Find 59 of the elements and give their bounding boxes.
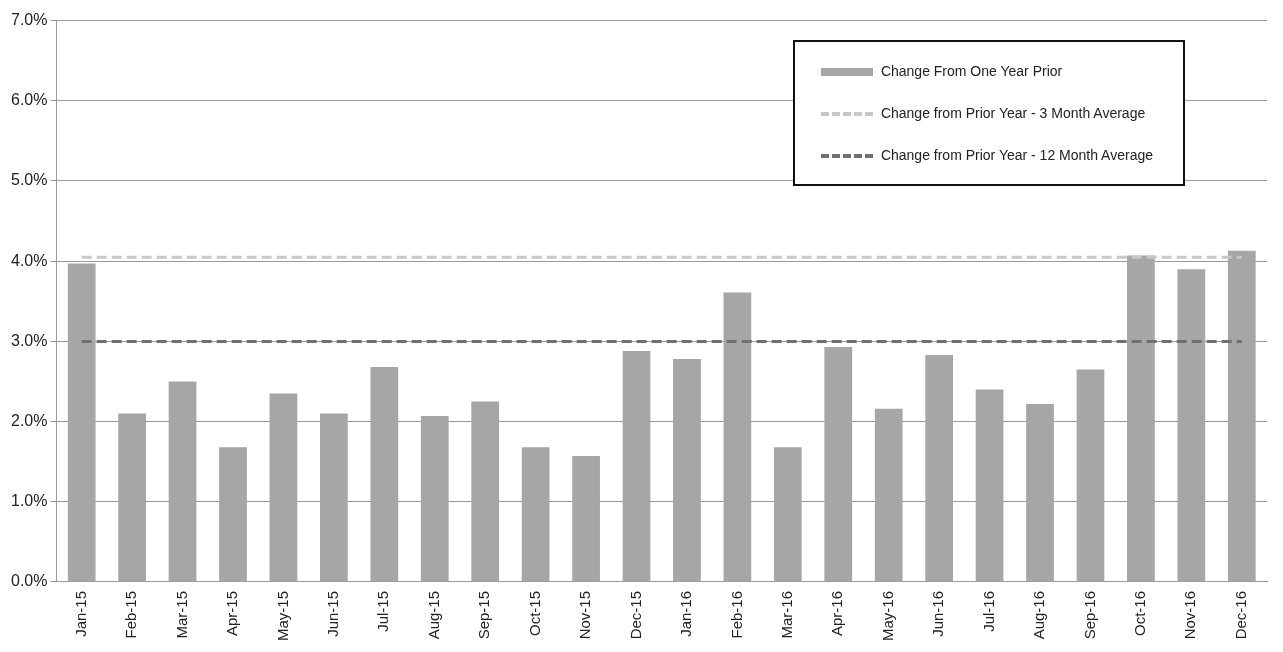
x-tick-label: Jan-16 — [677, 590, 695, 637]
x-tick-label: Apr-16 — [828, 590, 846, 637]
x-tick-label: Apr-15 — [223, 590, 241, 637]
x-tick-label: Jun-16 — [929, 590, 947, 637]
x-tick-label: Mar-15 — [172, 590, 190, 639]
bar — [168, 381, 197, 582]
x-tick-label: Mar-16 — [777, 590, 795, 639]
bar — [1026, 403, 1054, 582]
bar — [572, 456, 600, 582]
x-tick-label: Jul-15 — [374, 590, 392, 632]
x-tick-label: Sep-16 — [1080, 590, 1098, 640]
x-tick-label: Jan-15 — [71, 590, 89, 637]
bar — [773, 447, 802, 582]
bar — [521, 447, 550, 582]
bar — [975, 389, 1004, 582]
bar — [269, 393, 298, 582]
legend-label: Change From One Year Prior — [880, 63, 1063, 79]
bar — [673, 359, 701, 582]
y-tick-label: 7.0% — [11, 11, 48, 29]
bar — [67, 263, 96, 582]
bar — [471, 401, 500, 582]
bar — [219, 447, 247, 582]
x-tick-label: Aug-15 — [424, 590, 442, 640]
x-tick-label: Nov-16 — [1181, 590, 1199, 640]
bar — [1076, 369, 1105, 582]
x-tick-label: Nov-15 — [576, 590, 594, 640]
y-tick-label: 4.0% — [11, 251, 48, 269]
y-tick-label: 6.0% — [11, 91, 48, 109]
x-tick-label: Oct-15 — [525, 590, 543, 636]
x-tick-label: Jul-16 — [979, 590, 997, 632]
bar — [1127, 255, 1155, 582]
bar — [420, 415, 449, 582]
bar — [925, 355, 954, 582]
bar — [1227, 250, 1256, 582]
x-tick-label: May-15 — [273, 590, 291, 642]
x-tick-label: May-16 — [878, 590, 896, 642]
x-tick-label: Dec-16 — [1231, 590, 1249, 640]
x-tick-label: Aug-16 — [1030, 590, 1048, 640]
bar — [723, 292, 752, 582]
legend-label: Change from Prior Year - 12 Month Average — [880, 147, 1153, 163]
y-tick-label: 5.0% — [11, 171, 48, 189]
y-tick-label: 2.0% — [11, 411, 48, 429]
y-tick-label: 3.0% — [11, 331, 48, 349]
x-tick-label: Dec-15 — [626, 590, 644, 640]
y-tick-label: 1.0% — [11, 492, 48, 510]
legend-label: Change from Prior Year - 3 Month Average — [880, 105, 1146, 121]
x-tick-label: Feb-15 — [122, 590, 140, 639]
bar — [1177, 269, 1206, 582]
bar — [824, 347, 853, 582]
bar — [622, 351, 651, 582]
y-tick-label: 0.0% — [11, 572, 48, 590]
x-tick-label: Feb-16 — [727, 590, 745, 639]
x-tick-label: Oct-16 — [1131, 590, 1149, 636]
bar — [320, 413, 348, 582]
x-tick-label: Jun-15 — [324, 590, 342, 637]
x-tick-label: Sep-15 — [475, 590, 493, 640]
bar — [118, 413, 146, 582]
bar — [370, 367, 399, 582]
bar — [874, 408, 903, 582]
